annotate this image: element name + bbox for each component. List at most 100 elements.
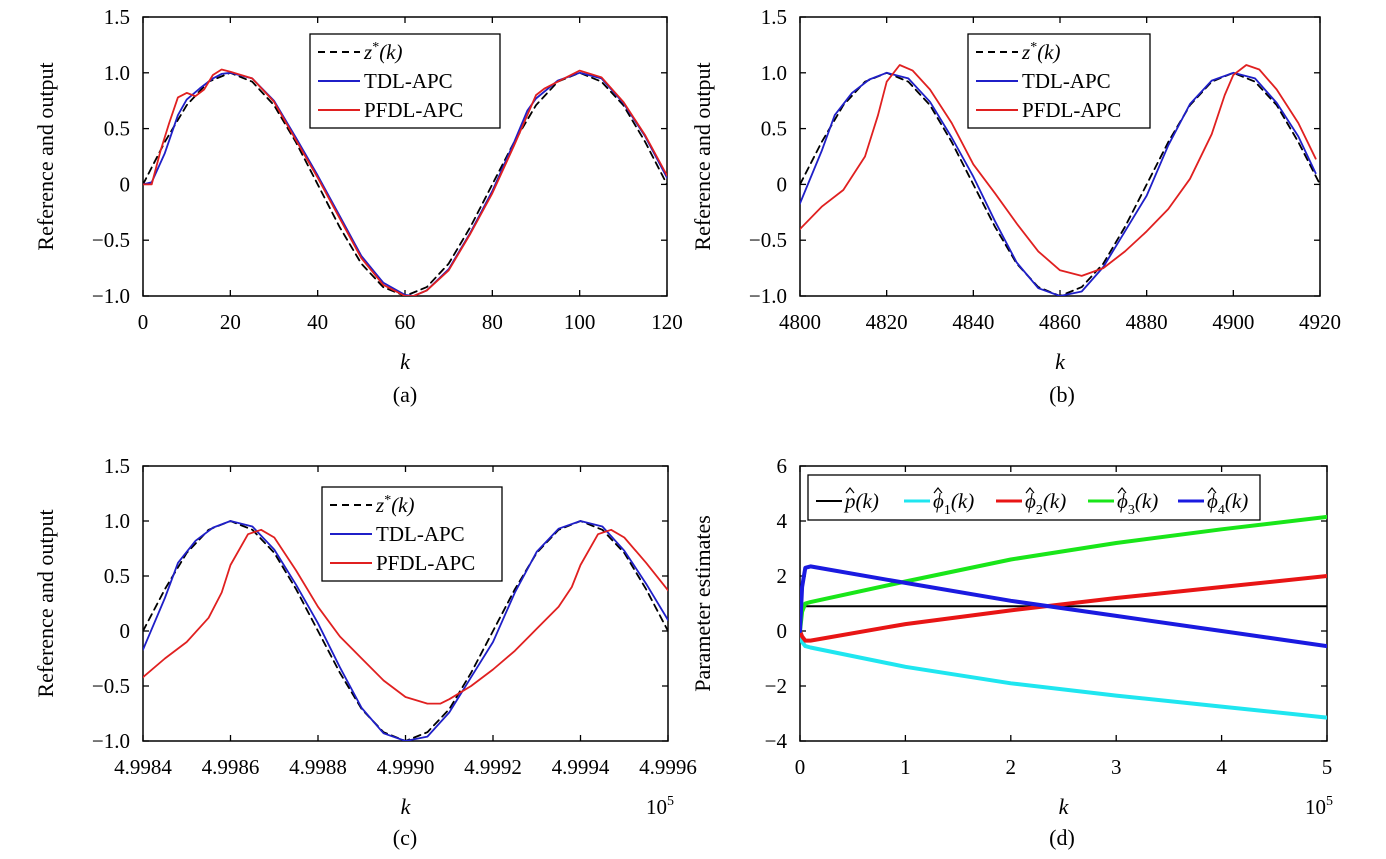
legend-entry: TDL-APC — [1022, 69, 1111, 93]
series-line-3 — [800, 514, 1327, 633]
legend-entry: ϕ2(k) — [1025, 489, 1066, 518]
legend-entry: z*(k) — [363, 40, 403, 64]
y-tick-label: 4 — [777, 509, 788, 533]
legend-symbol: ϕ — [1025, 489, 1036, 513]
x-tick-label: 4.9984 — [114, 755, 172, 779]
x-axis-label: k — [400, 349, 411, 374]
y-tick-label: 2 — [777, 564, 788, 588]
legend-entry: TDL-APC — [376, 522, 465, 546]
y-axis-label: Parameter estimates — [690, 515, 715, 692]
chart-panel-b: 4800 4820 4840 4860 4880 4900 4920 −1.0 −0.5 0 0.5… — [690, 5, 1341, 407]
legend-argument: (k) — [856, 489, 879, 513]
legend-label: PFDL-APC — [376, 551, 475, 575]
x-tick-label: 80 — [482, 310, 503, 334]
multiplier-exponent: 5 — [667, 794, 674, 809]
legend-superscript: * — [1030, 40, 1037, 55]
x-tick-label: 1 — [900, 755, 911, 779]
y-tick-label: 1.0 — [761, 61, 787, 85]
x-tick-label: 4860 — [1039, 310, 1081, 334]
y-axis-label: Reference and output — [690, 62, 715, 250]
x-tick-label: 120 — [651, 310, 683, 334]
y-tick-label: 0.5 — [761, 117, 787, 141]
series-line-4 — [800, 564, 1327, 649]
x-tick-label: 4920 — [1299, 310, 1341, 334]
y-tick-label: 0 — [777, 172, 788, 196]
x-axis-label: k — [401, 794, 412, 819]
series-line-2 — [800, 574, 1327, 643]
legend-subscript: 4 — [1218, 503, 1225, 518]
x-tick-label: 0 — [138, 310, 149, 334]
x-axis-multiplier: 105 — [646, 794, 674, 819]
series-group — [143, 520, 668, 741]
y-tick-label: 1.5 — [761, 5, 787, 29]
series-line-1 — [143, 520, 668, 741]
hat-accent — [1025, 487, 1035, 494]
x-tick-label: 4800 — [779, 310, 821, 334]
x-tick-label: 4900 — [1212, 310, 1254, 334]
x-axis-multiplier: 105 — [1305, 794, 1333, 819]
legend-entry: ϕ4(k) — [1207, 489, 1248, 518]
legend-label: PFDL-APC — [364, 98, 463, 122]
x-tick-label: 4820 — [866, 310, 908, 334]
y-tick-label: −0.5 — [92, 674, 130, 698]
x-tick-label: 4880 — [1126, 310, 1168, 334]
legend-superscript: * — [372, 40, 379, 55]
legend-argument: (k) — [1225, 489, 1248, 513]
legend-symbol: ϕ — [1207, 489, 1218, 513]
y-tick-label: −1.0 — [92, 729, 130, 753]
x-tick-label: 4.9986 — [202, 755, 260, 779]
panel-caption: (b) — [1049, 382, 1075, 407]
y-tick-label: 1.5 — [104, 5, 130, 29]
legend-box — [807, 474, 1261, 521]
chart-panel-c: 4.9984 4.9986 4.9988 4.9990 4.9992 4.9994 4.99… — [33, 454, 697, 850]
multiplier-base: 10 — [1305, 795, 1326, 819]
legend-label: TDL-APC — [1022, 69, 1111, 93]
y-tick-label: 1.0 — [104, 61, 130, 85]
y-tick-label: 0 — [120, 172, 131, 196]
series-group — [800, 64, 1320, 296]
x-axis-label: k — [1059, 794, 1070, 819]
legend-superscript: * — [384, 493, 391, 508]
series-line-1 — [143, 71, 667, 296]
legend-subscript: 1 — [944, 503, 951, 518]
series-line-1 — [800, 629, 1327, 720]
y-tick-label: 0 — [120, 619, 131, 643]
legend-entry: PFDL-APC — [364, 98, 463, 122]
legend-argument: (k) — [1043, 489, 1066, 513]
x-tick-label: 20 — [220, 310, 241, 334]
legend-argument: (k) — [1037, 40, 1060, 64]
series-line-2 — [143, 528, 668, 705]
x-tick-label: 4.9992 — [464, 755, 522, 779]
x-tick-label: 4840 — [952, 310, 994, 334]
hat-accent — [1117, 487, 1127, 494]
y-tick-label: −0.5 — [92, 228, 130, 252]
legend-label: TDL-APC — [376, 522, 465, 546]
legend-argument: (k) — [391, 493, 414, 517]
legend-label: PFDL-APC — [1022, 98, 1121, 122]
legend: z*(k) TDL-APC PFDL-APC — [967, 33, 1151, 129]
y-tick-label: 6 — [777, 454, 788, 478]
legend-entry: z*(k) — [375, 493, 415, 517]
legend-entry: z*(k) — [1021, 40, 1061, 64]
y-tick-label: 1.5 — [104, 454, 130, 478]
x-tick-label: 0 — [795, 755, 806, 779]
hat-accent — [845, 487, 855, 494]
legend-entry: PFDL-APC — [1022, 98, 1121, 122]
x-tick-label: 4.9990 — [377, 755, 435, 779]
x-tick-label: 100 — [564, 310, 596, 334]
legend-symbol: z — [363, 40, 372, 64]
x-tick-label: 5 — [1322, 755, 1333, 779]
series-line-2 — [143, 68, 667, 296]
series-group — [143, 68, 667, 296]
panel-caption: (c) — [393, 825, 417, 850]
x-tick-label: 4.9994 — [552, 755, 610, 779]
legend-subscript: 2 — [1036, 503, 1043, 518]
y-tick-label: 0 — [777, 619, 788, 643]
legend-subscript: 3 — [1128, 503, 1135, 518]
series-line-1 — [800, 71, 1317, 296]
y-tick-label: −1.0 — [749, 284, 787, 308]
legend-entry: PFDL-APC — [376, 551, 475, 575]
legend-argument: (k) — [379, 40, 402, 64]
